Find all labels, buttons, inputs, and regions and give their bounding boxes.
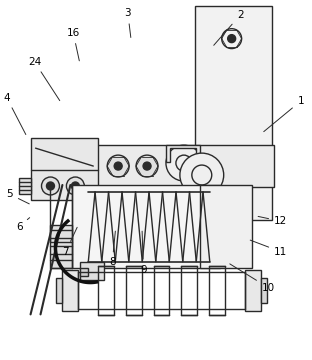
Bar bbox=[72, 185, 220, 267]
Text: 6: 6 bbox=[16, 218, 30, 231]
Circle shape bbox=[107, 155, 129, 177]
Text: 9: 9 bbox=[140, 231, 147, 275]
Bar bbox=[195, 6, 272, 220]
Text: 8: 8 bbox=[109, 231, 116, 267]
Circle shape bbox=[180, 153, 224, 197]
Text: 16: 16 bbox=[67, 28, 80, 61]
Circle shape bbox=[190, 175, 202, 187]
Circle shape bbox=[46, 182, 55, 190]
Circle shape bbox=[143, 162, 151, 170]
Circle shape bbox=[222, 29, 241, 49]
Circle shape bbox=[136, 155, 158, 177]
Bar bbox=[56, 278, 62, 303]
Circle shape bbox=[66, 177, 84, 195]
Circle shape bbox=[166, 145, 202, 181]
Text: 12: 12 bbox=[258, 216, 287, 226]
Circle shape bbox=[114, 162, 122, 170]
Polygon shape bbox=[166, 145, 200, 162]
Bar bbox=[51, 225, 72, 267]
Bar bbox=[200, 185, 251, 267]
Text: 11: 11 bbox=[250, 240, 287, 257]
Bar bbox=[19, 178, 31, 194]
Text: 2: 2 bbox=[214, 10, 243, 45]
Circle shape bbox=[194, 179, 198, 183]
Circle shape bbox=[71, 182, 79, 190]
Text: 10: 10 bbox=[230, 264, 275, 293]
Text: 3: 3 bbox=[124, 8, 131, 37]
Text: 5: 5 bbox=[7, 189, 29, 204]
Text: 1: 1 bbox=[264, 96, 304, 132]
Bar bbox=[51, 145, 275, 187]
Bar bbox=[80, 267, 88, 275]
Text: 7: 7 bbox=[62, 227, 77, 257]
Circle shape bbox=[228, 35, 236, 42]
Bar bbox=[31, 138, 98, 200]
Bar bbox=[62, 270, 78, 311]
Circle shape bbox=[41, 177, 59, 195]
Bar bbox=[261, 278, 266, 303]
Text: 24: 24 bbox=[28, 57, 60, 100]
Text: 4: 4 bbox=[3, 93, 26, 135]
Bar bbox=[80, 262, 104, 280]
Bar bbox=[245, 270, 261, 311]
